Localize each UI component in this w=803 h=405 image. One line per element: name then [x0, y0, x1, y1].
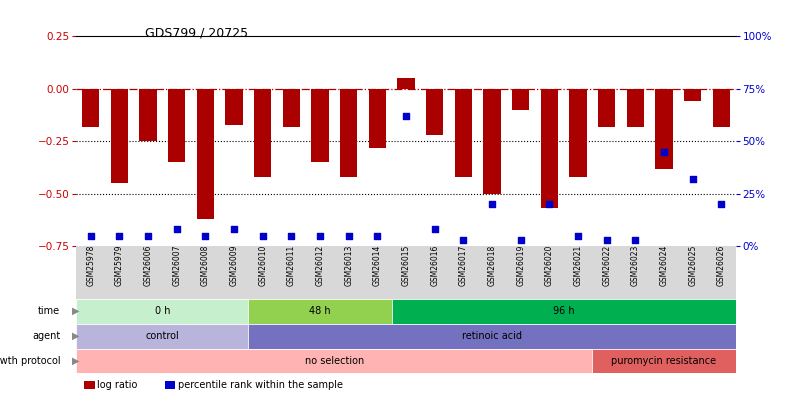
Bar [369, 89, 385, 148]
Text: GDS799 / 20725: GDS799 / 20725 [145, 26, 247, 39]
Point [628, 237, 641, 243]
Point [198, 232, 211, 239]
Point [227, 226, 240, 233]
Bar [683, 89, 700, 102]
Text: 48 h: 48 h [309, 306, 330, 316]
Point [686, 176, 699, 182]
Point [170, 226, 183, 233]
Point [456, 237, 469, 243]
Bar [397, 79, 414, 89]
Point [256, 232, 269, 239]
Point [657, 149, 670, 155]
Text: percentile rank within the sample: percentile rank within the sample [177, 380, 342, 390]
Bar [76, 298, 248, 324]
Point [600, 237, 613, 243]
Text: 0 h: 0 h [154, 306, 170, 316]
Text: ▶: ▶ [72, 306, 79, 316]
Bar [311, 89, 328, 162]
Bar [168, 89, 185, 162]
Bar [391, 298, 735, 324]
Point [399, 113, 412, 119]
Bar [248, 298, 391, 324]
Bar [626, 89, 643, 127]
Bar [592, 349, 735, 373]
Text: agent: agent [32, 331, 60, 341]
Bar [654, 89, 672, 168]
Bar [340, 89, 357, 177]
Point [84, 232, 97, 239]
Text: 96 h: 96 h [552, 306, 574, 316]
Point [313, 232, 326, 239]
Bar [597, 89, 614, 127]
Text: puromycin resistance: puromycin resistance [610, 356, 715, 366]
Bar [248, 324, 735, 349]
Point [141, 232, 154, 239]
Bar [254, 89, 271, 177]
Bar [139, 89, 157, 141]
Bar [76, 349, 592, 373]
Point [112, 232, 125, 239]
Bar [197, 89, 214, 219]
Bar [426, 89, 442, 135]
Text: growth protocol: growth protocol [0, 356, 60, 366]
Bar [76, 324, 248, 349]
Point [571, 232, 584, 239]
Point [284, 232, 297, 239]
Bar [82, 89, 100, 127]
Text: ▶: ▶ [72, 356, 79, 366]
Bar [225, 89, 243, 125]
Bar [512, 89, 528, 110]
Text: no selection: no selection [304, 356, 364, 366]
Bar [483, 89, 500, 194]
Text: ▶: ▶ [72, 331, 79, 341]
Point [514, 237, 527, 243]
Point [714, 201, 727, 207]
Bar [540, 89, 557, 209]
Point [370, 232, 383, 239]
Text: control: control [145, 331, 179, 341]
Point [342, 232, 355, 239]
Bar [569, 89, 586, 177]
Text: log ratio: log ratio [97, 380, 137, 390]
Point [485, 201, 498, 207]
Point [428, 226, 441, 233]
Bar [454, 89, 471, 177]
Bar [111, 89, 128, 183]
Bar [711, 89, 729, 127]
Bar [283, 89, 300, 127]
Point [542, 201, 555, 207]
Text: time: time [38, 306, 60, 316]
Text: retinoic acid: retinoic acid [462, 331, 521, 341]
